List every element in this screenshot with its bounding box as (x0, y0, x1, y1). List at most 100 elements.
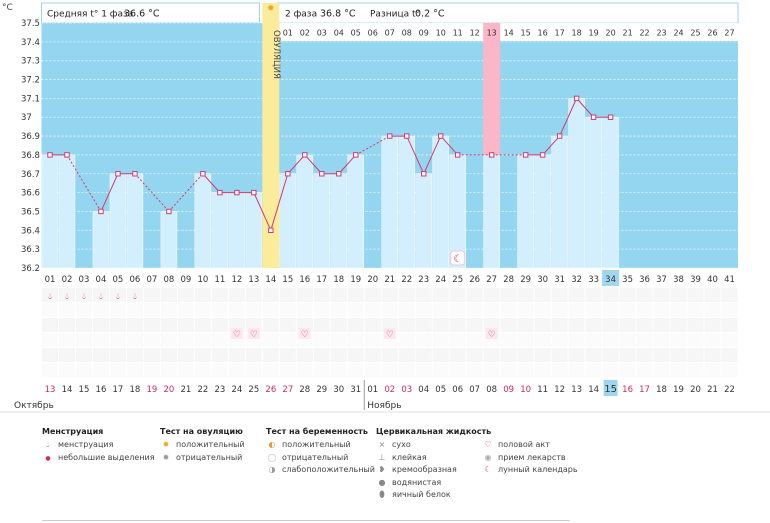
phase2-day-label: 15 (521, 29, 531, 38)
cycle-day-label: 28 (503, 275, 514, 285)
phase2-day-label: 04 (334, 29, 344, 38)
temperature-point (64, 152, 70, 158)
menstruation-icon: 💧︎ (65, 292, 69, 302)
cycle-day-label: 24 (435, 275, 446, 285)
temperature-line-dashed (168, 173, 204, 212)
legend-ovtest-positive: положительный (176, 440, 245, 449)
date-label: 31 (350, 385, 361, 395)
date-label: 04 (418, 385, 429, 395)
intercourse-cell (298, 328, 311, 339)
temperature-line (576, 98, 594, 118)
cycle-day-label: 35 (622, 275, 633, 285)
menstruation-icon: 💧︎ (116, 292, 120, 302)
heart-icon: ♡ (484, 440, 492, 449)
phase2-day-label: 06 (368, 29, 378, 38)
sun-gray-icon: ✹ (162, 452, 170, 462)
temperature-bar (58, 154, 76, 269)
cycle-day-label: 09 (180, 275, 191, 285)
date-label: 08 (486, 385, 497, 395)
temperature-bar (432, 135, 449, 269)
phase2-day-label: 10 (436, 29, 446, 38)
diff-label: Разница t° (370, 10, 420, 20)
date-label: 27 (282, 385, 293, 395)
today-date-cell (603, 380, 618, 396)
cycle-day-label: 15 (282, 275, 293, 285)
temperature-point (556, 133, 563, 139)
phase2-day-label: 03 (317, 29, 327, 38)
symptom-row (41, 318, 738, 332)
cycle-day-label: 08 (163, 275, 174, 285)
date-label: 15 (79, 385, 90, 395)
cycle-day-label: 04 (96, 275, 107, 285)
temperature-point (217, 189, 223, 196)
ovulation-label: ОВУЛЯЦИЯ (271, 30, 281, 79)
date-label: 05 (435, 385, 446, 395)
temperature-line (202, 173, 221, 193)
temperature-bar (228, 192, 246, 269)
date-label: 14 (588, 385, 599, 395)
temperature-point (438, 133, 444, 139)
cycle-day-label: 40 (707, 275, 718, 285)
phase2-day-label: 08 (402, 29, 412, 38)
y-unit-label: °C (2, 3, 13, 13)
temperature-point (590, 114, 597, 120)
date-label: 02 (384, 385, 395, 395)
legend-cervical: Цервикальная жидкость × сухо ⊥ клейкая ❥ кр… (376, 427, 491, 502)
phase2-day-label: 14 (504, 29, 514, 38)
cycle-day-label: 11 (214, 275, 225, 285)
cycle-day-label: 13 (248, 275, 259, 285)
date-label: 26 (265, 385, 276, 395)
temperature-bar (126, 173, 144, 269)
diff-value: 0.2 °C (415, 9, 445, 20)
temperature-bar (296, 154, 314, 269)
cycle-day-label: 30 (537, 275, 548, 285)
date-label: 18 (130, 385, 141, 395)
cycle-day-label: 37 (656, 275, 667, 285)
y-tick-label: 37.2 (21, 76, 40, 86)
temperature-bar (92, 211, 110, 269)
phase2-day-label: 02 (300, 29, 310, 38)
temperature-point (573, 95, 580, 102)
legend-spotting-item: небольшие выделения (58, 452, 155, 462)
legend-pregnancy-test-title: Тест на беременность (266, 427, 368, 436)
ovulation-column (262, 3, 280, 268)
cycle-day-label: 36 (639, 275, 650, 285)
date-label: 17 (639, 385, 650, 395)
cycle-day-label: 02 (62, 275, 73, 285)
phase2-day-label: 27 (724, 29, 734, 38)
temperature-bar (483, 154, 500, 269)
temperature-point (234, 189, 240, 196)
heart-icon: ♡ (233, 330, 241, 340)
date-label: 01 (367, 385, 378, 395)
y-tick-label: 36.4 (21, 226, 40, 236)
date-label: 19 (147, 385, 158, 395)
symptom-row (41, 348, 738, 362)
temperature-point (98, 208, 104, 215)
date-label: 17 (113, 385, 124, 395)
phase2-day-label: 20 (605, 29, 615, 38)
phase2-day-label: 01 (283, 29, 293, 38)
temperature-line (304, 154, 323, 175)
cycle-day-label: 01 (45, 275, 56, 285)
legend-cervical-eggwhite: яичный белок (392, 490, 451, 499)
cycle-day-label: 33 (588, 275, 599, 285)
heart-icon: ♡ (250, 330, 258, 340)
sun-icon: ✹ (162, 440, 170, 449)
y-tick-label: 36.3 (21, 245, 40, 255)
cycle-day-label: 05 (113, 275, 124, 285)
menstruation-icon: 💧︎ (82, 292, 86, 302)
legend-medication: прием лекарств (498, 452, 566, 462)
temperature-point (353, 152, 359, 158)
date-label: 13 (45, 385, 56, 395)
phase2-day-label: 26 (707, 29, 717, 38)
phase2-day-label: 22 (639, 29, 649, 38)
legend-menstruation-item: менструация (58, 440, 114, 449)
legend-pregtest-positive: положительный (282, 440, 351, 449)
phase2-day-label: 16 (538, 29, 548, 38)
temperature-bar (551, 135, 568, 269)
legend-divider (42, 520, 570, 521)
date-label: 21 (180, 385, 191, 395)
cycle-day-label: 25 (452, 275, 463, 285)
legend-pregtest-weak: слабоположительный (282, 465, 375, 474)
